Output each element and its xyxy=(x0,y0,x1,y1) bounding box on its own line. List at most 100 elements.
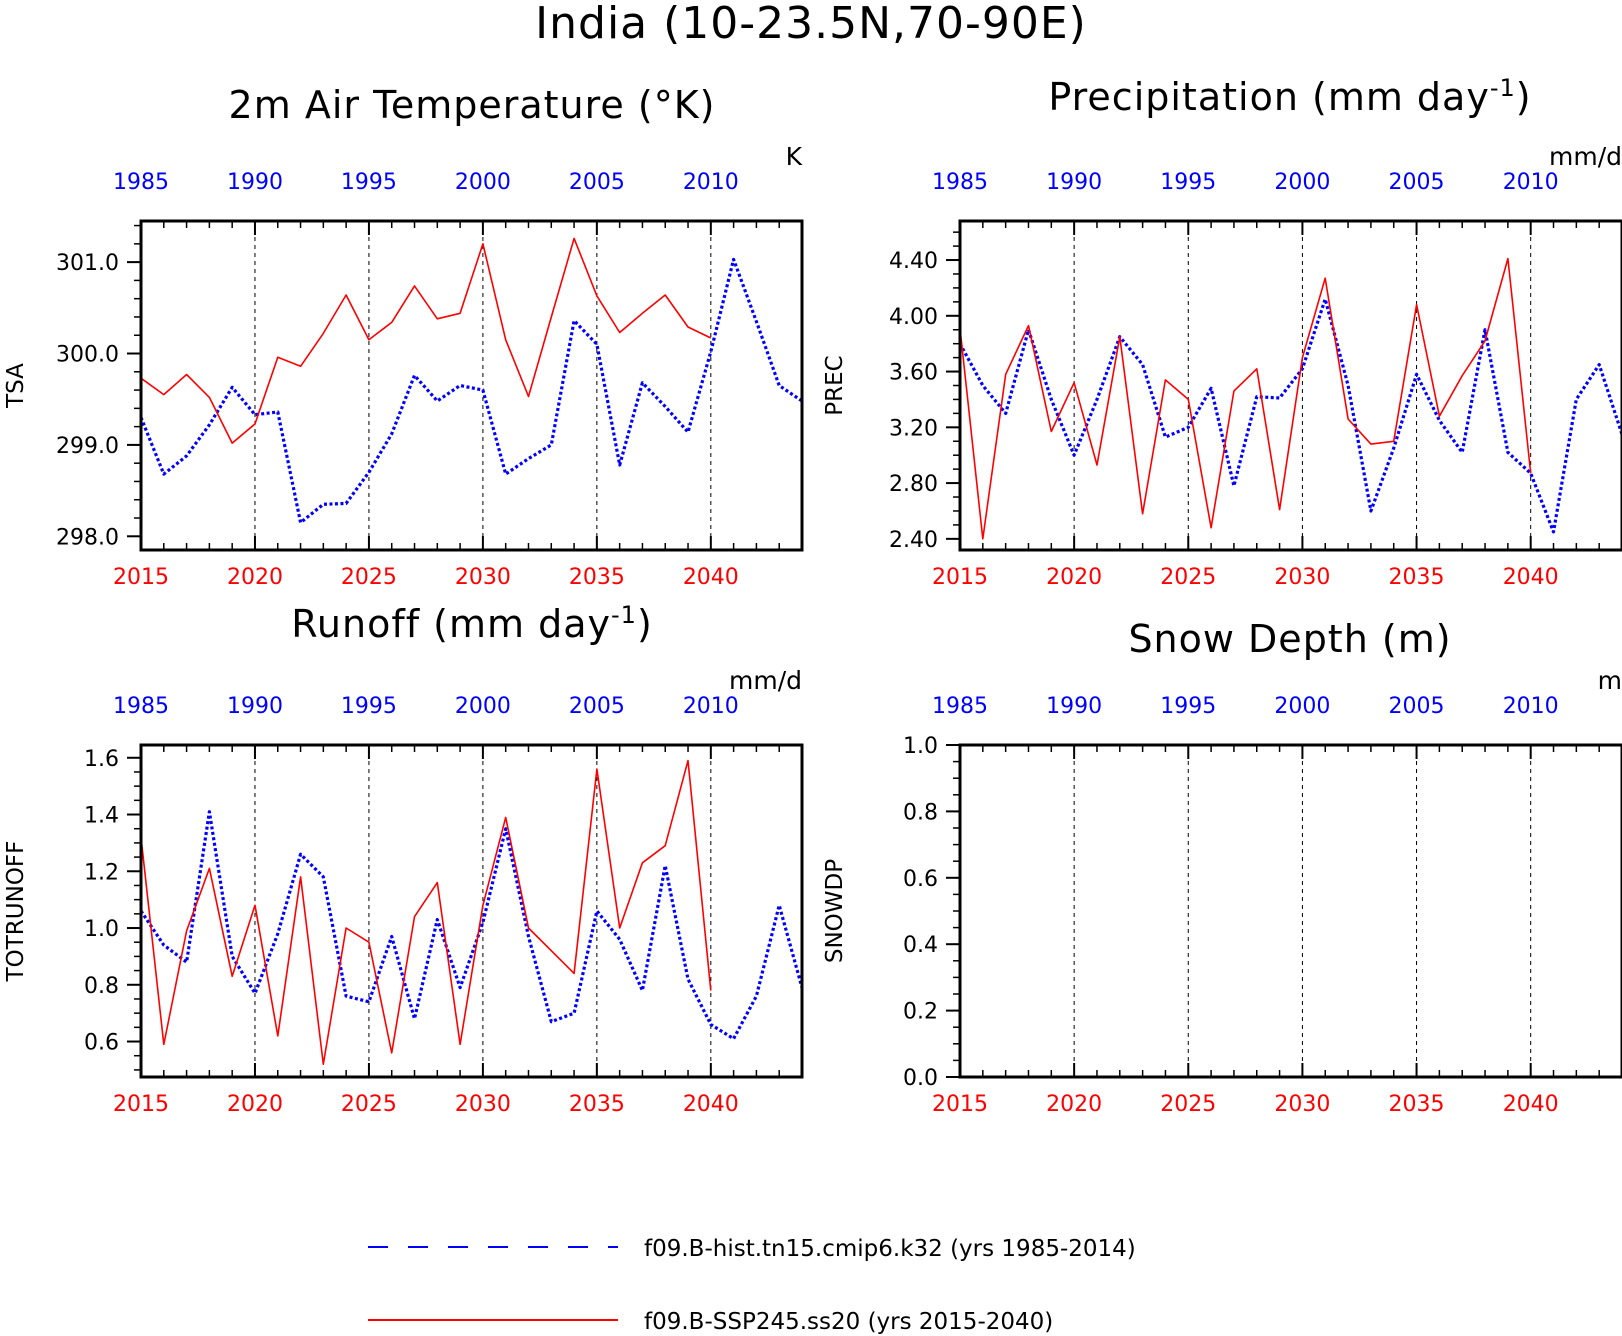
x-tick-label-bottom: 2020 xyxy=(227,1092,283,1117)
y-tick-label: 0.8 xyxy=(903,800,938,825)
x-tick-label-top: 2005 xyxy=(1389,170,1445,195)
panel-4: Snow Depth (m) m SNOWDP 2015 2020 2025 2030 203… xyxy=(822,617,1622,1117)
series-ssp-line xyxy=(959,257,1532,540)
y-tick-label: 1.0 xyxy=(84,917,119,942)
x-tick-label-bottom: 2020 xyxy=(227,565,283,590)
plot-frame xyxy=(139,219,804,552)
panels: 2m Air Temperature (°K) K TSA 2015 2020 2025 2… xyxy=(3,74,1622,1117)
x-tick-label-top: 1995 xyxy=(1160,694,1216,719)
x-tick-label-bottom: 2015 xyxy=(932,1092,988,1117)
x-tick-label-top: 2005 xyxy=(569,170,625,195)
panel-title-main: 2m Air Temperature (°K) xyxy=(229,83,716,127)
panel-title: Snow Depth (m) xyxy=(1128,617,1451,661)
x-tick-label-top: 1985 xyxy=(113,170,169,195)
panel-1: 2m Air Temperature (°K) K TSA 2015 2020 2025 2… xyxy=(3,83,804,590)
y-tick-label: 0.8 xyxy=(84,974,119,999)
x-tick-label-bottom: 2025 xyxy=(1160,1092,1216,1117)
plot-frame xyxy=(958,743,1622,1079)
x-tick-label-top: 2010 xyxy=(1503,694,1559,719)
legend-hist-label: f09.B-hist.tn15.cmip6.k32 (yrs 1985-2014… xyxy=(644,1236,1136,1262)
x-tick-label-top: 2010 xyxy=(1503,170,1559,195)
x-tick-label-bottom: 2015 xyxy=(113,565,169,590)
y-axis-label: PREC xyxy=(822,355,848,415)
x-tick-label-bottom: 2015 xyxy=(113,1092,169,1117)
y-tick-label: 0.2 xyxy=(903,1000,938,1025)
x-tick-label-bottom: 2030 xyxy=(1274,565,1330,590)
panel-title-close: ) xyxy=(1516,75,1532,119)
panel-title-superscript: -1 xyxy=(611,601,637,629)
panel-title: Precipitation (mm day-1) xyxy=(1048,74,1531,119)
x-tick-label-bottom: 2040 xyxy=(683,1092,739,1117)
panel-title-main: Runoff (mm day xyxy=(291,602,611,646)
legend-ssp-label: f09.B-SSP245.ss20 (yrs 2015-2040) xyxy=(644,1309,1053,1335)
y-tick-label: 2.40 xyxy=(889,528,938,553)
y-axis-label: TSA xyxy=(3,363,29,409)
series-ssp-line xyxy=(140,237,712,444)
units-label: m xyxy=(1598,666,1622,695)
units-label: mm/d xyxy=(729,666,802,695)
x-tick-label-top: 1990 xyxy=(227,170,283,195)
y-tick-label: 298.0 xyxy=(56,525,119,550)
x-tick-label-bottom: 2015 xyxy=(932,565,988,590)
x-tick-label-top: 1995 xyxy=(341,170,397,195)
x-tick-label-top: 2005 xyxy=(1389,694,1445,719)
panel-2: Precipitation (mm day-1) mm/d PREC 2015 2020… xyxy=(822,74,1622,590)
x-tick-label-top: 2000 xyxy=(1274,170,1330,195)
x-tick-label-bottom: 2030 xyxy=(1274,1092,1330,1117)
y-axis-label: TOTRUNOFF xyxy=(3,841,29,983)
x-tick-label-bottom: 2025 xyxy=(341,565,397,590)
y-tick-label: 4.40 xyxy=(889,249,938,274)
units-label: mm/d xyxy=(1549,142,1622,171)
panel-title: 2m Air Temperature (°K) xyxy=(229,83,716,127)
x-tick-label-top: 1985 xyxy=(113,694,169,719)
y-tick-label: 0.6 xyxy=(903,867,938,892)
legend: f09.B-hist.tn15.cmip6.k32 (yrs 1985-2014… xyxy=(368,1236,1136,1335)
panel-title-close: ) xyxy=(637,602,653,646)
panel-title-superscript: -1 xyxy=(1490,74,1516,102)
x-tick-label-bottom: 2040 xyxy=(1503,1092,1559,1117)
y-tick-label: 1.6 xyxy=(84,747,119,772)
x-tick-label-bottom: 2030 xyxy=(455,565,511,590)
units-label: K xyxy=(786,142,803,171)
y-tick-label: 300.0 xyxy=(56,343,119,368)
y-tick-label: 2.80 xyxy=(889,472,938,497)
x-tick-label-bottom: 2040 xyxy=(683,565,739,590)
x-tick-label-top: 2000 xyxy=(1274,694,1330,719)
y-tick-label: 0.6 xyxy=(84,1031,119,1056)
x-tick-label-bottom: 2035 xyxy=(1389,565,1445,590)
y-tick-label: 1.0 xyxy=(903,734,938,759)
series-hist-line xyxy=(958,297,1622,534)
y-tick-label: 299.0 xyxy=(56,434,119,459)
y-tick-label: 1.2 xyxy=(84,860,119,885)
x-tick-label-top: 1995 xyxy=(1160,170,1216,195)
x-tick-label-bottom: 2035 xyxy=(569,1092,625,1117)
x-tick-label-bottom: 2020 xyxy=(1046,565,1102,590)
series-ssp-line xyxy=(140,759,712,1065)
y-tick-label: 4.00 xyxy=(889,305,938,330)
x-tick-label-top: 2010 xyxy=(683,694,739,719)
figure-title: India (10-23.5N,70-90E) xyxy=(535,0,1087,49)
x-tick-label-bottom: 2025 xyxy=(1160,565,1216,590)
y-tick-label: 3.20 xyxy=(889,416,938,441)
plot-frame xyxy=(139,743,804,1079)
x-tick-label-bottom: 2030 xyxy=(455,1092,511,1117)
x-tick-label-bottom: 2025 xyxy=(341,1092,397,1117)
x-tick-label-bottom: 2035 xyxy=(569,565,625,590)
x-tick-label-top: 2000 xyxy=(455,694,511,719)
x-tick-label-top: 1995 xyxy=(341,694,397,719)
x-tick-label-top: 2010 xyxy=(683,170,739,195)
x-tick-label-top: 2000 xyxy=(455,170,511,195)
x-tick-label-top: 1990 xyxy=(1046,694,1102,719)
panel-title-main: Snow Depth (m) xyxy=(1128,617,1451,661)
panel-title: Runoff (mm day-1) xyxy=(291,601,653,646)
panel-3: Runoff (mm day-1) mm/d TOTRUNOFF 2015 2020 20… xyxy=(3,601,804,1117)
x-tick-label-top: 2005 xyxy=(569,694,625,719)
y-tick-label: 0.4 xyxy=(903,933,938,958)
x-tick-label-top: 1985 xyxy=(932,694,988,719)
panel-title-main: Precipitation (mm day xyxy=(1048,75,1489,119)
y-axis-label: SNOWDP xyxy=(822,859,848,963)
series-hist-line xyxy=(139,810,804,1041)
x-tick-label-bottom: 2035 xyxy=(1389,1092,1445,1117)
y-tick-label: 3.60 xyxy=(889,361,938,386)
